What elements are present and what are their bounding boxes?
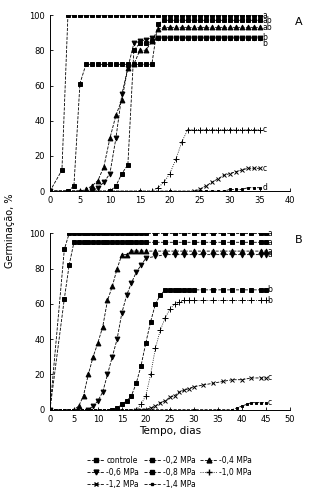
- X-axis label: Tempo, dias: Tempo, dias: [139, 426, 201, 436]
- Text: B: B: [294, 235, 302, 245]
- Legend: controle, -0,6 MPa, -1,2 MPa, -0,2 MPa, -0,8 MPa, -1,4 MPa, -0,4 MPa, -1,0 MPa: controle, -0,6 MPa, -1,2 MPa, -0,2 MPa, …: [87, 456, 252, 489]
- Text: A: A: [294, 17, 302, 27]
- Text: c: c: [262, 125, 266, 134]
- Text: a: a: [268, 229, 272, 238]
- Text: d: d: [262, 183, 267, 192]
- Text: b: b: [262, 34, 267, 43]
- Text: a: a: [268, 250, 272, 259]
- Text: a: a: [268, 246, 272, 256]
- Text: ab: ab: [262, 23, 272, 32]
- Text: Germinação, %: Germinação, %: [5, 193, 15, 268]
- Text: b: b: [268, 286, 272, 295]
- Text: b: b: [268, 296, 272, 305]
- Text: c: c: [268, 398, 272, 407]
- Text: b: b: [262, 39, 267, 48]
- Text: ab: ab: [262, 16, 272, 25]
- Text: a: a: [262, 11, 267, 20]
- Text: c: c: [268, 373, 272, 382]
- Text: c: c: [262, 164, 266, 173]
- Text: a: a: [268, 238, 272, 247]
